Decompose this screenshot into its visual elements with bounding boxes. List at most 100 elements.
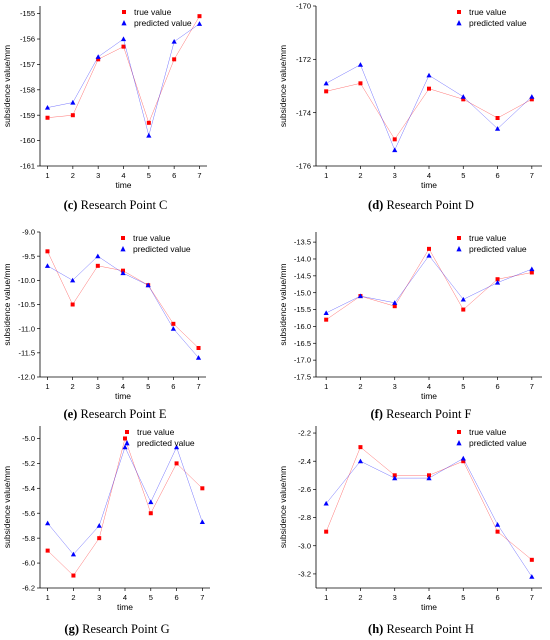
- legend-label: true value: [137, 427, 175, 437]
- panel-title: Research Point G: [79, 622, 170, 636]
- x-tick-label: 2: [358, 382, 362, 391]
- legend-marker-true: [457, 236, 461, 240]
- data-point-predicted: [95, 54, 101, 59]
- y-tick-label: -5.6: [22, 509, 35, 518]
- x-tick-label: 5: [461, 382, 465, 391]
- y-tick-label: -155: [20, 9, 35, 18]
- x-axis-label: time: [115, 391, 131, 401]
- data-point-true: [427, 246, 431, 251]
- legend-label: predicted value: [133, 244, 191, 254]
- series-line-true: [325, 446, 532, 560]
- data-point-true: [123, 436, 127, 441]
- x-tick-label: 4: [427, 171, 431, 180]
- x-tick-label: 2: [71, 171, 75, 180]
- panel-letter: (e): [63, 407, 77, 421]
- data-point-true: [45, 115, 50, 120]
- y-tick-label: -9.5: [22, 252, 35, 261]
- data-point-true: [529, 97, 534, 102]
- data-point-true: [358, 445, 363, 450]
- data-point-true: [146, 120, 151, 125]
- y-tick-label: -2.4: [298, 457, 311, 466]
- y-tick-label: -5.8: [22, 534, 35, 543]
- x-tick-label: 3: [393, 382, 397, 391]
- panel-title: Research Point F: [383, 407, 472, 421]
- x-tick-label: 6: [174, 593, 178, 602]
- data-point-true: [427, 86, 431, 91]
- data-point-true: [495, 277, 500, 282]
- x-tick-label: 7: [530, 382, 534, 391]
- x-tick-label: 1: [45, 171, 49, 180]
- data-point-predicted: [426, 253, 432, 258]
- y-tick-label: -2.6: [298, 485, 311, 494]
- data-point-true: [529, 270, 534, 275]
- panel-title: Research Point E: [77, 407, 167, 421]
- panel-caption: (d) Research Point D: [368, 198, 474, 212]
- y-axis-label: subsidence value/mm: [278, 263, 288, 345]
- panel-letter: (f): [370, 407, 383, 421]
- data-point-predicted: [392, 475, 398, 481]
- series-line-true: [47, 251, 199, 349]
- x-tick-label: 5: [461, 171, 465, 180]
- x-tick-label: 6: [171, 382, 175, 391]
- x-tick-label: 1: [45, 382, 49, 391]
- legend-marker-predicted: [121, 20, 127, 26]
- data-point-predicted: [195, 355, 202, 360]
- y-axis-label: subsidence value/mm: [278, 466, 288, 548]
- data-point-true: [392, 304, 397, 309]
- data-point-true: [121, 44, 126, 49]
- x-tick-label: 5: [147, 171, 151, 180]
- x-tick-label: 6: [495, 382, 499, 391]
- chart-panel-5: -6.2 -6.0 -5.8 -5.6 -5.4 -5.2 -5.0 1 2 3 4 5 6 7 time s…: [2, 426, 210, 636]
- data-point-predicted: [323, 310, 329, 316]
- y-tick-label: -2.8: [298, 513, 311, 522]
- x-tick-label: 7: [200, 593, 204, 602]
- data-point-true: [392, 473, 397, 478]
- chart-panel-4: -17.5 -17.0 -16.5 -16.0 -15.5 -15.0 -14.5 -14.0…: [278, 232, 542, 421]
- panel-caption: (e) Research Point E: [63, 407, 166, 421]
- y-tick-label: -13.5: [294, 238, 311, 247]
- data-point-true: [461, 307, 466, 312]
- legend-marker-true: [125, 430, 129, 434]
- y-tick-label: -12.0: [18, 373, 35, 382]
- y-tick-label: -11.0: [18, 324, 35, 333]
- data-point-predicted: [494, 522, 501, 527]
- legend-marker-true: [122, 10, 126, 14]
- x-tick-label: 4: [123, 593, 127, 602]
- legend-marker-predicted: [120, 246, 126, 252]
- x-tick-label: 3: [393, 593, 397, 602]
- data-point-predicted: [120, 270, 126, 276]
- x-tick-label: 1: [324, 593, 328, 602]
- data-point-true: [71, 573, 76, 578]
- data-point-predicted: [96, 523, 102, 528]
- y-tick-label: -14.5: [294, 271, 311, 280]
- data-point-predicted: [173, 444, 180, 450]
- legend-label: predicted value: [134, 18, 192, 28]
- legend-marker-true: [457, 430, 461, 434]
- x-tick-label: 4: [121, 382, 125, 391]
- legend-label: predicted value: [469, 244, 527, 254]
- data-point-predicted: [494, 126, 501, 131]
- data-point-true: [495, 529, 500, 534]
- y-tick-label: -3.2: [298, 570, 311, 579]
- data-point-predicted: [145, 282, 151, 288]
- y-tick-label: -157: [20, 60, 35, 69]
- y-tick-label: -11.5: [18, 348, 35, 357]
- x-tick-label: 4: [427, 593, 431, 602]
- series-line-true: [326, 248, 532, 320]
- data-point-true: [172, 57, 177, 62]
- data-point-predicted: [392, 147, 398, 153]
- legend-marker-true: [121, 236, 125, 240]
- x-tick-label: 7: [196, 382, 200, 391]
- legend-label: true value: [469, 7, 507, 17]
- y-tick-label: -16.0: [294, 322, 311, 331]
- data-point-predicted: [148, 499, 154, 505]
- data-point-true: [529, 557, 534, 562]
- legend-marker-predicted: [124, 440, 130, 446]
- y-tick-label: -6.2: [22, 584, 35, 593]
- y-tick-label: -174: [296, 108, 311, 117]
- data-point-true: [461, 97, 466, 102]
- x-tick-label: 1: [46, 593, 50, 602]
- x-axis-label: time: [117, 602, 133, 612]
- data-point-true: [200, 486, 205, 491]
- data-point-predicted: [70, 277, 76, 283]
